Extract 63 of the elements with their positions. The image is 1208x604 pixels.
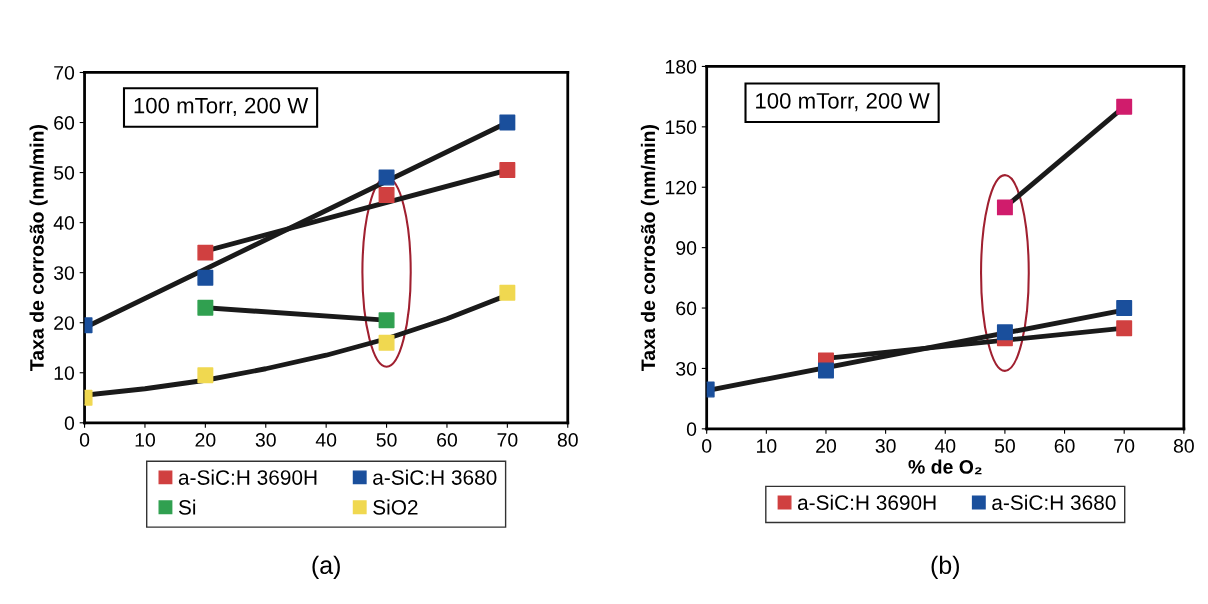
- point: [378, 312, 395, 329]
- y-tick-label: 60: [676, 301, 697, 316]
- y-tick-label: 70: [54, 65, 75, 80]
- x-tick-label: 60: [1054, 439, 1075, 453]
- y-axis-title: Taxa de corrosão (nm/min): [640, 125, 659, 371]
- x-tick-label: 10: [756, 439, 777, 453]
- legend-label: a-SiC:H 3680: [373, 469, 497, 485]
- x-tick-label: 80: [557, 433, 578, 447]
- x-tick-label: 80: [1173, 439, 1194, 453]
- y-tick-label: 150: [666, 120, 697, 135]
- legend-label: a-SiC:H 3690H: [797, 494, 936, 510]
- y-tick-label: 0: [686, 422, 697, 437]
- point: [817, 362, 834, 379]
- y-tick-label: 60: [54, 115, 75, 130]
- x-tick-label: 30: [875, 439, 896, 453]
- x-tick-label: 70: [497, 433, 518, 447]
- x-tick-label: 40: [315, 433, 337, 447]
- point: [499, 284, 516, 301]
- annotation: 100 mTorr, 200 W: [134, 97, 309, 117]
- y-tick-label: 10: [54, 366, 75, 380]
- x-tick-label: 20: [816, 439, 837, 453]
- point: [378, 169, 395, 186]
- x-tick-label: 30: [255, 433, 276, 447]
- y-tick-label: 30: [53, 266, 75, 280]
- x-tick-label: 10: [135, 433, 156, 447]
- point: [1116, 320, 1133, 337]
- point: [996, 199, 1013, 216]
- y-axis-title: Taxa de corrosão (nm/min): [29, 125, 48, 371]
- legend-label: a-SiC:H 3680: [992, 494, 1116, 510]
- y-tick-label: 0: [64, 416, 75, 431]
- point: [378, 187, 395, 204]
- text: (a): [312, 555, 340, 579]
- y-tick-label: 30: [676, 361, 697, 376]
- y-tick-label: 40: [53, 216, 75, 230]
- y-tick-label: 20: [54, 316, 75, 330]
- x-tick-label: 0: [702, 439, 712, 453]
- point: [378, 334, 395, 351]
- y-tick-label: 50: [53, 166, 75, 180]
- point: [197, 299, 214, 316]
- x-tick-label: 40: [934, 439, 956, 453]
- y-tick-label: 90: [676, 241, 697, 255]
- point: [197, 244, 214, 261]
- x-tick-label: 70: [1114, 439, 1135, 453]
- x-tick-label: 20: [195, 433, 216, 447]
- x-tick-label: 50: [994, 439, 1015, 453]
- point: [996, 324, 1013, 341]
- legend-label: SiO2: [373, 499, 418, 515]
- point: [197, 269, 214, 286]
- x-tick-label: 60: [437, 433, 458, 447]
- point: [1116, 98, 1133, 115]
- x-tick-label: 0: [79, 433, 90, 447]
- x-axis-title: % de O₂: [908, 459, 982, 475]
- point: [197, 367, 214, 384]
- point: [499, 114, 516, 131]
- text: (b): [931, 555, 959, 579]
- y-tick-label: 180: [666, 59, 697, 74]
- point: [499, 162, 516, 179]
- legend-label: a-SiC:H 3690H: [178, 469, 317, 485]
- annotation: 100 mTorr, 200 W: [756, 92, 930, 112]
- point: [1116, 300, 1133, 317]
- legend-label: Si: [178, 499, 196, 515]
- x-tick-label: 50: [376, 433, 397, 447]
- y-tick-label: 120: [666, 180, 697, 195]
